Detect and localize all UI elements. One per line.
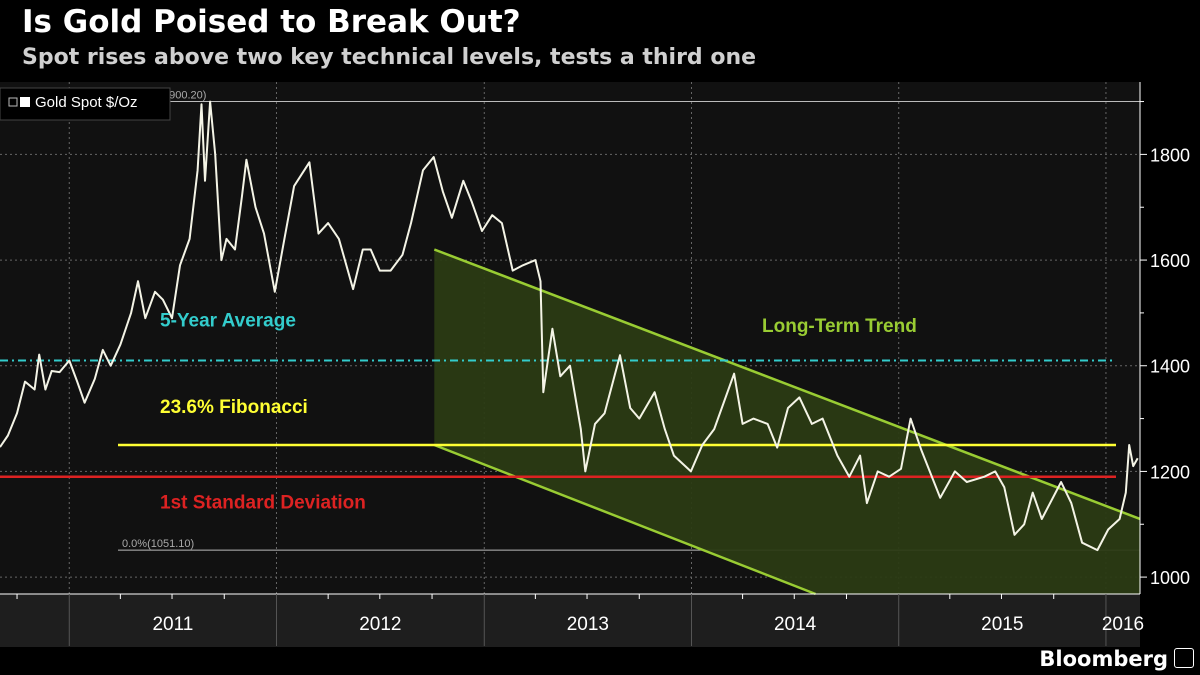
bloomberg-terminal-icon (1174, 648, 1194, 668)
legend-label: Gold Spot $/Oz (35, 94, 138, 111)
x-axis-band (0, 594, 1140, 647)
trend-channel-upper (433, 248, 1141, 521)
series (0, 100, 1139, 552)
x-tick-label: 2012 (359, 614, 401, 635)
chart-subtitle: Spot rises above two key technical level… (22, 45, 757, 70)
gold-price-chart: 100.0%(1900.20)0.0%(1051.10)5-Year Avera… (0, 82, 1190, 647)
reference-line-label: 23.6% Fibonacci (160, 397, 308, 418)
axes: 1000 1200 1400 1600 1800 2011 2012 2013 2014 2015… (0, 82, 1190, 646)
y-tick-label: 1400 (1150, 357, 1190, 377)
y-tick-label: 1000 (1150, 568, 1190, 588)
trend-channel-label: Long-Term Trend (762, 316, 917, 337)
x-tick-label: 2013 (567, 614, 609, 635)
brand-logo-text: Bloomberg (1039, 647, 1168, 671)
x-tick-label: 2016 (1102, 614, 1144, 635)
reference-line-label: 1st Standard Deviation (160, 493, 366, 514)
y-tick-label: 1600 (1150, 251, 1190, 271)
chart-area: 100.0%(1900.20)0.0%(1051.10)5-Year Avera… (0, 82, 1200, 647)
annotations: 100.0%(1900.20)0.0%(1051.10)5-Year Avera… (122, 89, 917, 550)
y-tick-label: 1800 (1150, 145, 1190, 165)
trend-channel (433, 248, 1141, 596)
legend-swatch (20, 97, 30, 107)
legend: Gold Spot $/Oz (0, 87, 171, 121)
y-tick-label: 1200 (1150, 462, 1190, 482)
fibonacci-level-label: 0.0%(1051.10) (122, 538, 194, 550)
legend-toggle-icon[interactable] (8, 97, 18, 107)
chart-title: Is Gold Poised to Break Out? (22, 4, 521, 40)
reference-line-label: 5-Year Average (160, 310, 296, 331)
x-tick-label: 2011 (152, 614, 193, 635)
x-tick-label: 2014 (774, 614, 817, 635)
trend-channel-lower (433, 443, 817, 596)
trend-channel-fill (434, 249, 1140, 594)
x-tick-label: 2015 (981, 614, 1023, 635)
price-series-line (0, 100, 1139, 552)
